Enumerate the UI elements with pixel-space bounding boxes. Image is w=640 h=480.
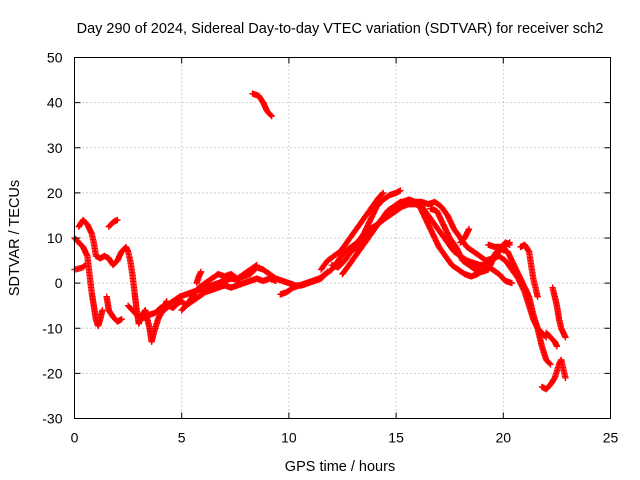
series-track-b	[71, 234, 106, 330]
data-point-markers	[105, 216, 121, 230]
x-tick-label: 20	[496, 430, 512, 446]
data-point-markers	[543, 329, 561, 350]
x-tick-label: 15	[388, 430, 404, 446]
data-point-markers	[427, 205, 554, 368]
data-point-markers	[71, 234, 106, 330]
data-point-markers	[277, 187, 404, 298]
y-tick-label: 0	[55, 275, 63, 291]
series-track-h	[178, 261, 260, 314]
series-track-t	[549, 284, 569, 341]
axis-ticks	[74, 57, 611, 419]
x-tick-label: 25	[603, 430, 619, 446]
series-track-u	[538, 356, 569, 393]
x-tick-label: 5	[178, 430, 186, 446]
y-tick-label: 20	[47, 185, 63, 201]
y-tick-label: -20	[42, 365, 62, 381]
data-point-markers	[103, 293, 125, 325]
data-point-markers	[193, 268, 205, 287]
series-track-e	[105, 216, 121, 230]
data-series	[71, 90, 569, 393]
data-point-markers	[549, 284, 569, 341]
data-point-markers	[538, 356, 569, 393]
y-tick-labels: -30 -20 -10 0 10 20 30 40 50	[42, 50, 62, 427]
x-tick-label: 10	[281, 430, 297, 446]
series-track-s	[517, 241, 541, 300]
grid-lines	[74, 57, 611, 419]
series-track-k	[277, 187, 404, 298]
series-track-q	[457, 225, 473, 246]
series-track-r	[485, 239, 513, 251]
x-tick-label: 0	[71, 430, 79, 446]
data-point-markers	[249, 90, 275, 120]
data-point-markers	[178, 261, 260, 314]
series-track-l	[317, 189, 387, 273]
y-tick-label: 40	[47, 95, 63, 111]
y-tick-label: 30	[47, 140, 63, 156]
chart-title: Day 290 of 2024, Sidereal Day-to-day VTE…	[77, 21, 604, 37]
data-point-markers	[317, 189, 387, 273]
series-track-p	[427, 205, 554, 368]
x-axis-label: GPS time / hours	[285, 459, 395, 475]
y-tick-label: -30	[42, 411, 62, 427]
series-track-v	[543, 329, 561, 350]
data-point-markers	[485, 239, 513, 251]
data-point-markers	[457, 225, 473, 246]
y-axis-label: SDTVAR / TECUs	[7, 180, 23, 296]
series-track-i	[193, 268, 205, 287]
y-tick-label: 50	[47, 50, 63, 66]
series-track-d	[103, 293, 125, 325]
series-track-j	[249, 90, 275, 120]
y-tick-label: 10	[47, 230, 63, 246]
y-tick-label: -10	[42, 320, 62, 336]
data-point-markers	[517, 241, 541, 300]
x-tick-labels: 0 5 10 15 20 25	[71, 430, 619, 446]
